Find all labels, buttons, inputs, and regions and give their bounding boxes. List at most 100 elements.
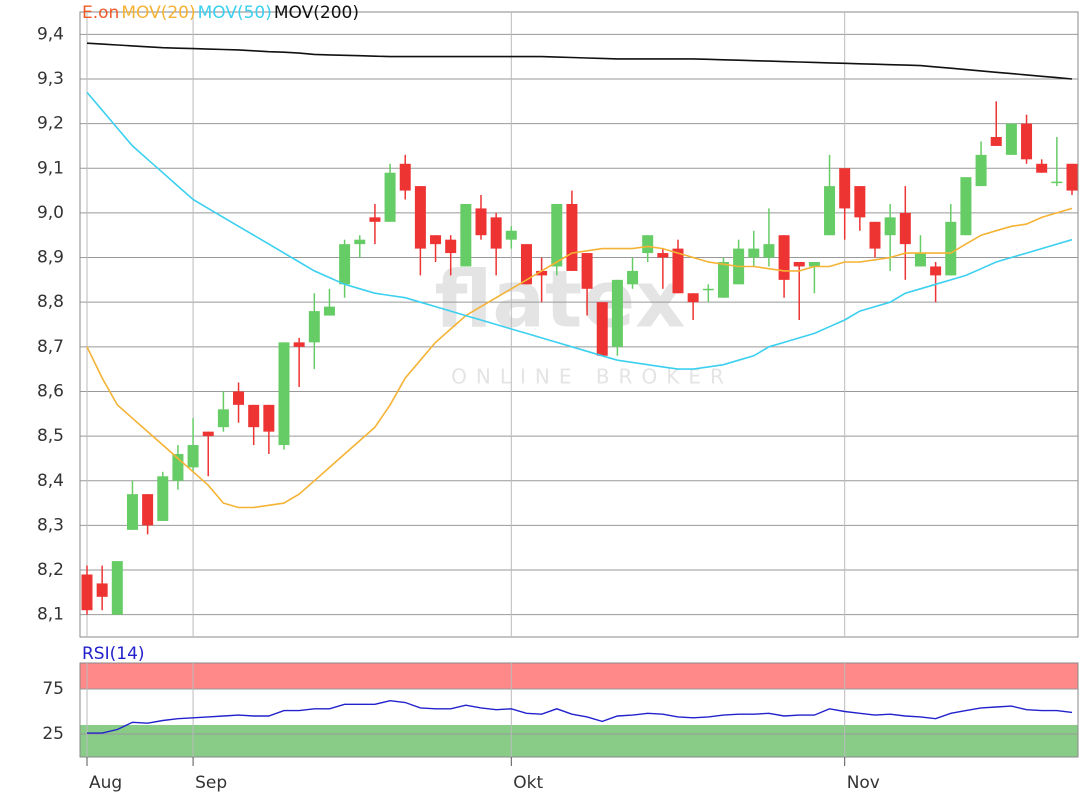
candle-body (430, 235, 442, 245)
candle-body (657, 253, 669, 258)
candle-body (1021, 123, 1033, 160)
y-tick-label: 8,1 (37, 605, 64, 625)
candle-body (323, 306, 335, 316)
moving-average-line (86, 91, 1073, 370)
candle-body (96, 583, 108, 597)
candle-body (1051, 181, 1063, 184)
candle-body (930, 266, 942, 276)
candle-body (263, 404, 275, 432)
candle-body (960, 177, 972, 236)
panel-label: RSI(14) (82, 644, 145, 664)
candle-body (520, 244, 532, 285)
legend-entry: MOV(50) (198, 3, 272, 23)
y-tick-label: 8,7 (37, 337, 64, 357)
candle-body (445, 239, 457, 254)
y-tick-label: 8,6 (37, 381, 64, 401)
candle-body (414, 186, 426, 249)
y-tick-label: 75 (42, 679, 64, 699)
legend-entry: E.on (82, 3, 119, 23)
watermark-tagline: ONLINE BROKER (451, 365, 733, 389)
candle-body (672, 248, 684, 294)
x-tick-label: Okt (513, 773, 543, 793)
moving-average-line (86, 42, 1073, 80)
candle-body (505, 230, 517, 240)
x-tick-label: Sep (195, 773, 227, 793)
candle-body (248, 404, 260, 428)
candle-body (945, 221, 957, 276)
candle-body (490, 217, 502, 249)
candle-body (627, 270, 639, 285)
candle-body (126, 494, 138, 530)
candle-body (217, 409, 229, 428)
legend-entry: MOV(20) (121, 3, 195, 23)
candle-body (990, 137, 1002, 146)
candle-body (369, 217, 381, 222)
candle-body (687, 293, 699, 303)
candle-body (884, 217, 896, 236)
candle-body (1036, 163, 1048, 173)
candle-body (551, 203, 563, 267)
y-tick-label: 25 (42, 724, 64, 744)
candle-body (824, 186, 836, 236)
candle-body (475, 208, 487, 236)
oversold-band (80, 725, 1078, 757)
y-tick-label: 8,5 (37, 426, 64, 446)
y-tick-label: 8,8 (37, 292, 64, 312)
candle-body (339, 244, 351, 285)
candle-body (642, 235, 654, 254)
candle-body (81, 574, 93, 611)
y-tick-label: 9,2 (37, 114, 64, 134)
candle-body (793, 262, 805, 267)
candle-body (293, 342, 305, 347)
candle-body (596, 302, 608, 356)
main-plot-frame (79, 11, 1079, 638)
y-tick-label: 9,0 (37, 203, 64, 223)
candle-body (308, 311, 320, 343)
candle-body (808, 262, 820, 267)
candle-body (702, 288, 714, 291)
candle-body (869, 221, 881, 249)
candle-body (611, 279, 623, 347)
candle-body (975, 154, 987, 187)
legend-entry: MOV(200) (274, 3, 359, 23)
candle-body (914, 253, 926, 267)
y-tick-label: 8,9 (37, 248, 64, 268)
y-tick-label: 8,4 (37, 471, 64, 491)
candle-body (172, 453, 184, 481)
y-tick-label: 8,3 (37, 515, 64, 535)
candle-body (278, 342, 290, 446)
rsi-plot-frame (79, 662, 1079, 758)
candle-body (899, 212, 911, 245)
candle-body (460, 203, 472, 267)
y-tick-label: 9,1 (37, 158, 64, 178)
candle-body (748, 248, 760, 258)
watermark-brand: flatex (435, 255, 686, 345)
candle-body (202, 431, 214, 437)
y-tick-label: 9,3 (37, 69, 64, 89)
candle-body (581, 253, 593, 289)
candle-body (566, 203, 578, 271)
moving-average-line (86, 207, 1073, 509)
candle-body (778, 235, 790, 280)
overbought-band (80, 663, 1078, 689)
candle-body (384, 172, 396, 222)
candle-body (763, 244, 775, 258)
x-tick-label: Aug (89, 773, 122, 793)
rsi-line (87, 699, 1073, 734)
candle-body (854, 186, 866, 218)
candle-body (399, 163, 411, 191)
candle-body (187, 445, 199, 468)
candle-body (1066, 163, 1078, 191)
candle-body (1005, 123, 1017, 155)
candle-body (111, 561, 123, 615)
candle-body (839, 168, 851, 209)
y-tick-label: 9,4 (37, 24, 64, 44)
candle-body (536, 270, 548, 276)
candle-body (717, 262, 729, 298)
candle-body (157, 476, 169, 521)
y-tick-label: 8,2 (37, 560, 64, 580)
candle-body (233, 391, 245, 405)
candle-body (142, 494, 154, 526)
candle-body (354, 239, 366, 245)
